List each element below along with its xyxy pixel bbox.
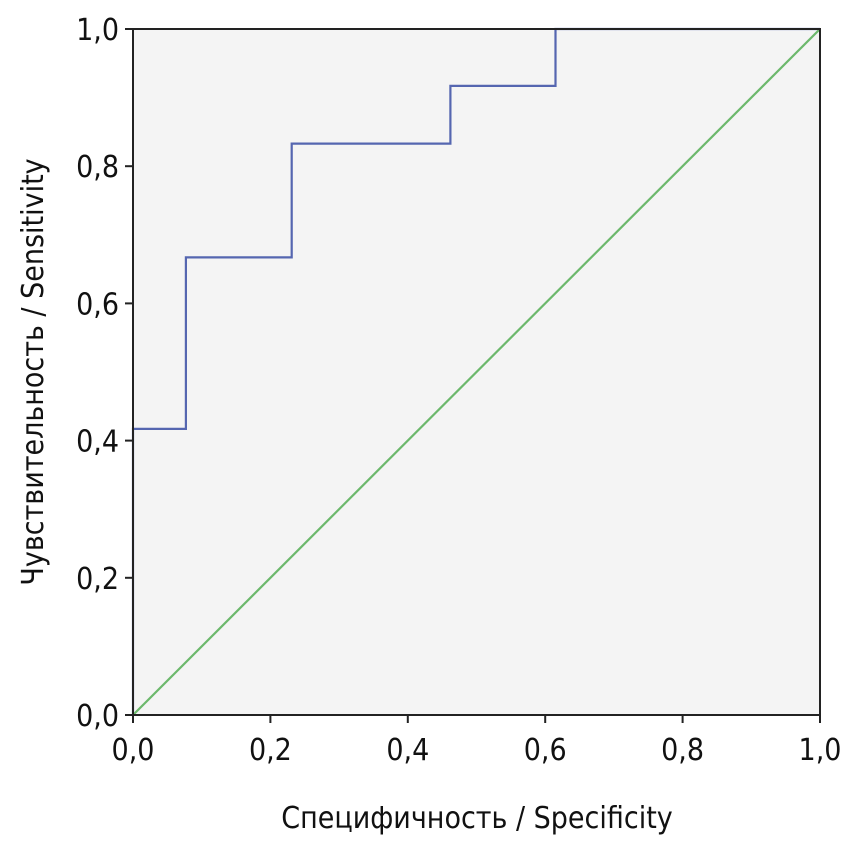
y-tick-label: 1,0 bbox=[76, 13, 119, 48]
x-axis-label: Специфичность / Specificity bbox=[281, 801, 673, 836]
y-tick-label: 0,4 bbox=[76, 425, 119, 460]
x-tick-label: 0,8 bbox=[661, 733, 704, 768]
x-tick-label: 0,0 bbox=[112, 733, 155, 768]
ticks-layer: 0,0 0,2 0,4 0,6 0,8 1,0 0,0 0,2 0,4 0,6 0,8 1,0 bbox=[76, 13, 841, 768]
x-tick-label: 0,4 bbox=[386, 733, 429, 768]
roc-curve-line bbox=[131, 27, 820, 715]
x-tick-label: 1,0 bbox=[799, 733, 842, 768]
x-tick-label: 0,2 bbox=[249, 733, 292, 768]
series-layer bbox=[131, 27, 821, 716]
y-tick-label: 0,6 bbox=[76, 287, 119, 322]
x-tick-label: 0,6 bbox=[524, 733, 567, 768]
reference-diagonal-line bbox=[132, 28, 821, 716]
y-axis-label: Чувствительность / Sensitivity bbox=[16, 158, 51, 585]
y-tick-label: 0,0 bbox=[76, 699, 119, 734]
plot-frame bbox=[132, 28, 821, 716]
y-tick-label: 0,2 bbox=[76, 562, 119, 597]
y-tick-label: 0,8 bbox=[76, 150, 119, 185]
